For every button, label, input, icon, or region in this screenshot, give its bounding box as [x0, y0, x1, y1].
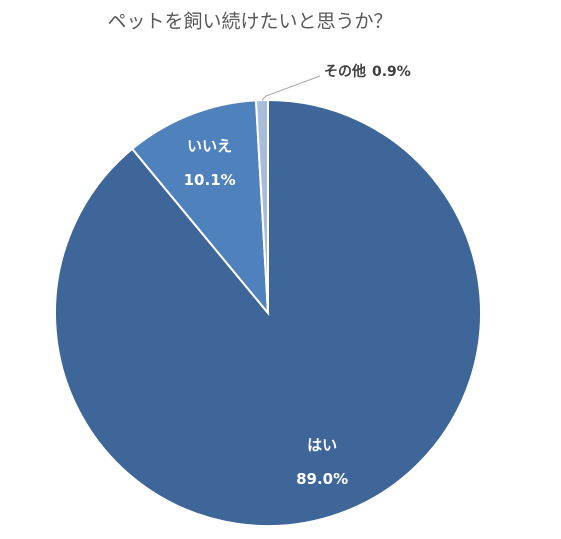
leader-line [261, 75, 321, 101]
slice-value: 89.0% [296, 470, 348, 488]
slice-value: 10.1% [184, 171, 236, 189]
slice-value: 0.9% [372, 64, 411, 80]
slice-label: はい [307, 436, 337, 454]
pie-slice [130, 99, 270, 316]
chart-title: ペットを飼い続けたいと思うか？ [107, 11, 392, 33]
slice-label: その他 [324, 63, 366, 80]
slice-label: いいえ [187, 137, 232, 155]
